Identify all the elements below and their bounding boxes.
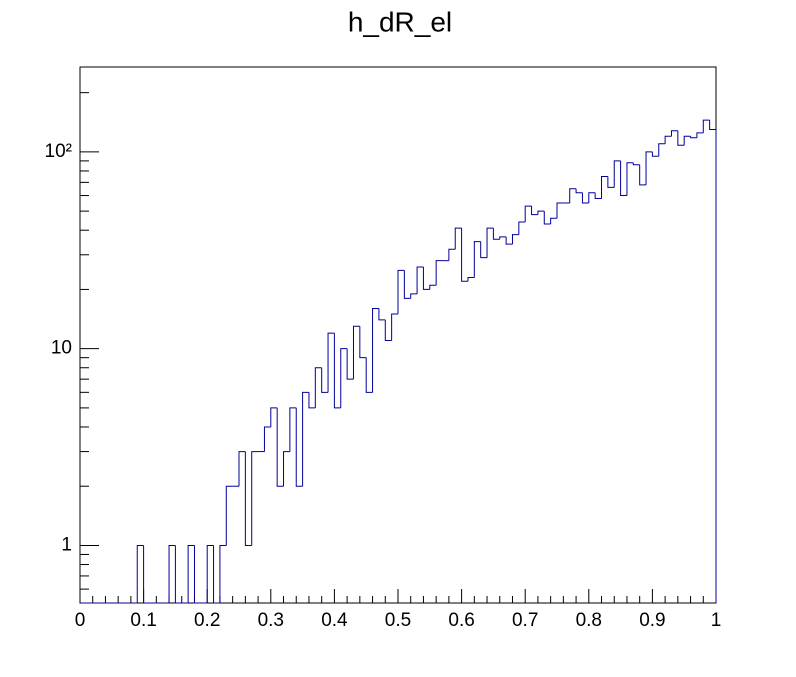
histogram-bin [492, 228, 500, 240]
histogram-bin [569, 188, 577, 203]
x-tick-label: 1 [711, 610, 722, 631]
histogram-bin [168, 544, 176, 603]
histogram-bin [143, 545, 150, 604]
histogram-bin [283, 451, 290, 487]
x-tick-label: 0.9 [639, 610, 665, 631]
x-tick-label: 0.5 [385, 610, 411, 631]
histogram-bin [486, 227, 494, 258]
histogram-bin [518, 221, 526, 235]
histogram-bin [632, 162, 640, 166]
histogram-bin [448, 248, 456, 261]
histogram-bin [601, 175, 608, 199]
histogram-bin [683, 135, 691, 146]
y-tick-label: 10 [51, 338, 72, 359]
histogram-bin [193, 545, 201, 604]
x-tick-label: 0.2 [194, 610, 220, 631]
histogram-bin [422, 267, 430, 290]
x-tick-label: 0.1 [130, 610, 156, 631]
histogram-bin [607, 176, 615, 188]
histogram-bin [575, 188, 583, 194]
histogram-bin [244, 451, 252, 546]
histogram-bin [620, 160, 627, 197]
histogram-bin [225, 485, 233, 546]
histogram-bin [677, 130, 685, 146]
histogram-bin [588, 192, 596, 203]
x-tick-label: 0.7 [512, 610, 538, 631]
x-tick-label: 0.8 [576, 610, 602, 631]
histogram-bin [696, 132, 704, 138]
histogram-bin [473, 241, 481, 278]
histogram-bin [639, 164, 647, 186]
histogram-bin [276, 407, 284, 487]
histogram-bin [511, 234, 519, 245]
histogram-bin [314, 367, 322, 408]
y-tick-label: 1 [61, 534, 72, 555]
histogram-bin [416, 266, 424, 294]
histogram-bin [187, 544, 195, 603]
histogram-bin [594, 192, 602, 199]
histogram-bin [531, 206, 538, 216]
histogram-bin [213, 545, 220, 604]
histogram-bin [429, 284, 437, 290]
histogram-bin [352, 325, 360, 380]
histogram-bin [480, 241, 488, 259]
histogram-bin [308, 392, 316, 409]
histogram-bin [670, 130, 678, 137]
histogram-bin [524, 205, 532, 223]
histogram-bin [174, 545, 182, 604]
histogram-bin [397, 269, 405, 315]
histogram-bin [581, 192, 589, 204]
histogram-bin [289, 407, 297, 452]
histogram-bin [378, 308, 386, 321]
histogram-bin [384, 319, 392, 342]
histogram-bin [219, 544, 227, 603]
histogram-bin [537, 210, 545, 215]
histogram-bin [499, 236, 507, 240]
histogram-bin [365, 357, 373, 393]
histogram-bin [690, 136, 697, 139]
histogram-bin [238, 451, 246, 487]
histogram-bin [461, 228, 468, 282]
x-tick-label: 0.6 [448, 610, 474, 631]
histogram-bin [613, 160, 621, 188]
chart-title: h_dR_el [348, 6, 452, 37]
histogram-bin [709, 120, 717, 603]
histogram-bin [435, 260, 443, 286]
histogram-bin [346, 348, 354, 380]
histogram-bin [321, 367, 329, 393]
histogram-bin [550, 217, 557, 225]
histogram-bin [270, 407, 278, 427]
histogram-bin [626, 162, 634, 196]
histogram-bin [136, 544, 144, 603]
histogram-bin [645, 151, 653, 185]
histogram-bin [505, 236, 513, 245]
histogram-bin [327, 332, 335, 393]
x-tick-label: 0 [75, 610, 86, 631]
histogram-bin [702, 119, 710, 133]
histogram-bin [391, 313, 398, 341]
histogram-bin [658, 143, 666, 157]
x-tick-label: 0.4 [321, 610, 348, 631]
histogram-bin [372, 308, 379, 393]
histogram-bin [263, 426, 271, 452]
histogram-bin [333, 333, 341, 409]
histogram-bin [206, 544, 214, 603]
histogram-bin [556, 202, 564, 219]
histogram-bin [340, 348, 348, 408]
histogram-bin [251, 451, 259, 546]
histogram-bin [403, 270, 411, 299]
histogram-bin [410, 293, 418, 299]
histogram-bin [651, 151, 659, 157]
histogram-bin [302, 391, 309, 487]
histogram-bin [467, 276, 475, 282]
histogram-bin [359, 326, 367, 359]
histogram-bin [664, 135, 672, 144]
y-tick-label: 10² [45, 141, 72, 162]
histogram-bin [543, 211, 551, 225]
histogram-bin [295, 407, 303, 487]
x-tick-label: 0.3 [258, 610, 284, 631]
histogram-bin [454, 227, 462, 250]
